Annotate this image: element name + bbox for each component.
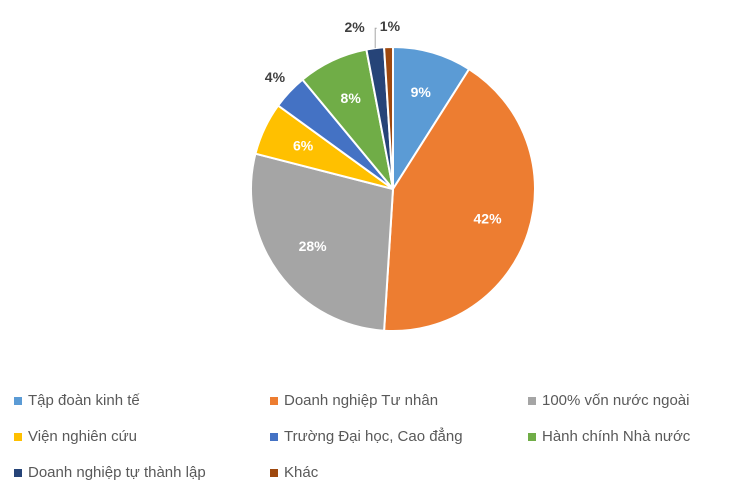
legend-swatch [14, 397, 22, 405]
pie-slice [383, 45, 394, 190]
leader-line [374, 27, 377, 49]
legend-label: Tập đoàn kinh tế [28, 392, 140, 409]
data-label: 28% [299, 238, 328, 254]
data-label: 4% [265, 69, 286, 85]
data-label: 42% [474, 210, 503, 226]
legend-swatch [14, 433, 22, 441]
legend-label: 100% vốn nước ngoài [542, 392, 689, 409]
legend-label: Hành chính Nhà nước [542, 428, 691, 445]
data-label: 2% [344, 19, 365, 35]
data-label: 1% [380, 18, 401, 34]
legend-swatch [270, 433, 278, 441]
legend-swatch [528, 397, 536, 405]
data-label: 8% [341, 90, 362, 106]
pie-slice [392, 45, 471, 193]
pie-slice [383, 67, 536, 332]
legend-label: Khác [284, 464, 319, 481]
data-label: 6% [293, 137, 314, 153]
legend-swatch [14, 469, 22, 477]
legend-swatch [270, 469, 278, 477]
legend-label: Trường Đại học, Cao đẳng [284, 427, 463, 445]
legend-label: Doanh nghiệp tự thành lập [28, 464, 206, 481]
data-label: 9% [411, 84, 432, 100]
legend-label: Viện nghiên cứu [28, 428, 137, 445]
pie-slice [250, 152, 395, 332]
legend-label: Doanh nghiệp Tư nhân [284, 392, 438, 409]
legend-swatch [528, 433, 536, 441]
legend-swatch [270, 397, 278, 405]
